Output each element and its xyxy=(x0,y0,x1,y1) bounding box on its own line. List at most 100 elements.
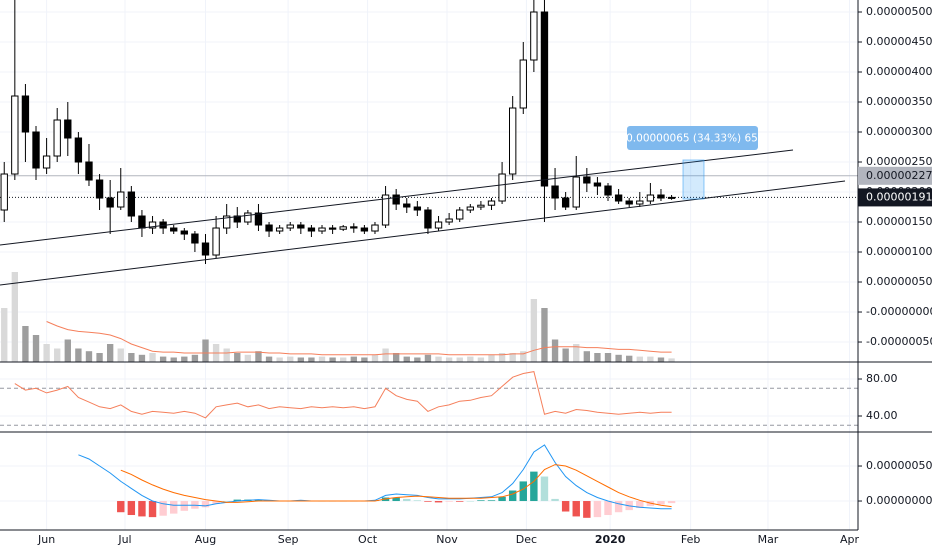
candle-body xyxy=(74,137,83,163)
x-tick-label: Oct xyxy=(358,533,378,546)
volume-bar xyxy=(647,356,654,362)
candle-body xyxy=(275,227,284,232)
candle-body xyxy=(551,185,559,199)
candle-body xyxy=(371,224,379,232)
candle-body xyxy=(434,221,443,229)
volume-bar xyxy=(85,351,93,362)
macd-histogram-bar xyxy=(572,501,580,517)
volume-bar xyxy=(657,357,665,362)
candle-body xyxy=(381,194,390,226)
signal-line xyxy=(120,464,672,508)
candle-body xyxy=(233,215,241,223)
volume-bar xyxy=(54,348,61,362)
volume-bar xyxy=(106,344,114,362)
macd-histogram-bar xyxy=(392,497,400,502)
y-tick-label: -0.00000000 xyxy=(866,305,932,318)
macd-histogram-bar xyxy=(551,498,559,502)
price-panel xyxy=(0,0,858,362)
candle-body xyxy=(498,173,506,202)
volume-bar xyxy=(11,272,19,362)
candle-body xyxy=(572,176,580,208)
candle-body xyxy=(201,242,210,256)
y-tick-label: 0.00000000 xyxy=(866,494,932,507)
volume-bar xyxy=(202,339,209,362)
volume-bar xyxy=(22,326,29,362)
macd-histogram-bar xyxy=(138,501,146,517)
measure-label: 0.00000065 (34.33%) 65 xyxy=(626,133,758,145)
volume-bar xyxy=(149,353,156,362)
candle-body xyxy=(339,226,347,230)
macd-histogram-bar xyxy=(540,476,549,502)
candle-body xyxy=(21,95,30,133)
volume-bar xyxy=(435,356,442,362)
x-tick-label: Jul xyxy=(117,533,131,546)
volume-bar xyxy=(615,354,622,362)
candle-body xyxy=(180,230,188,235)
candle-body xyxy=(318,227,326,232)
volume-bar xyxy=(32,335,40,362)
macd-histogram-bar xyxy=(148,501,157,518)
candle-body xyxy=(286,224,294,229)
x-tick-label: Sep xyxy=(278,533,299,546)
candle-body xyxy=(11,95,19,175)
candle-body xyxy=(403,203,411,208)
candle-body xyxy=(32,131,40,169)
volume-bar xyxy=(414,357,421,362)
macd-histogram-bar xyxy=(413,500,422,502)
volume-bar xyxy=(541,308,548,362)
volume-bar xyxy=(424,354,432,362)
macd-histogram-bar xyxy=(212,501,220,504)
volume-bar xyxy=(43,344,50,362)
x-tick-label: Mar xyxy=(758,533,779,546)
volume-bar xyxy=(191,354,199,362)
macd-histogram-bar xyxy=(222,501,231,502)
candle-body xyxy=(212,227,220,256)
y-tick-label: 0.00000350 xyxy=(866,95,932,108)
macd-histogram-bar xyxy=(233,499,241,502)
candle-body xyxy=(593,182,602,187)
macd-histogram-bar xyxy=(477,500,485,502)
price-label-box xyxy=(858,166,932,185)
trend-line xyxy=(0,149,794,246)
volume-bar xyxy=(382,348,389,362)
candle-body xyxy=(223,215,231,229)
candle-body xyxy=(138,215,146,229)
volume-bar xyxy=(562,348,569,362)
x-tick-label: Dec xyxy=(516,533,537,546)
volume-bar xyxy=(530,299,538,362)
candle-body xyxy=(307,227,316,232)
candle-body xyxy=(85,161,93,181)
candle-body xyxy=(148,221,157,229)
candle-body xyxy=(540,11,549,187)
volume-bar xyxy=(170,357,177,362)
candle-body xyxy=(487,200,496,206)
volume-bar xyxy=(1,308,8,362)
volume-bar xyxy=(244,354,252,362)
macd-histogram-bar xyxy=(519,481,527,502)
y-tick-label: 0.00000400 xyxy=(866,65,932,78)
candle-body xyxy=(106,197,114,208)
candle-body xyxy=(265,224,273,232)
candle-body xyxy=(360,227,369,232)
volume-bar xyxy=(583,351,591,362)
macd-histogram-bar xyxy=(117,501,125,513)
candle-body xyxy=(667,196,676,199)
y-tick-label: 0.00000050 xyxy=(866,459,932,472)
volume-bar xyxy=(668,358,675,362)
volume-bar xyxy=(318,356,326,362)
volume-bar xyxy=(636,356,643,362)
candle-body xyxy=(95,179,104,199)
axes: Jun Jul Aug Sep Oct Nov Dec 2020 Feb Mar Apr 0.0000… xyxy=(37,5,932,546)
volume-bar xyxy=(403,356,410,362)
x-tick-label: Apr xyxy=(840,533,860,546)
candle-body xyxy=(509,107,517,175)
volume-bar xyxy=(234,353,241,362)
y-tick-label: 0.00000250 xyxy=(866,155,932,168)
candle-body xyxy=(445,218,453,223)
candle-body xyxy=(583,176,591,184)
macd-histogram-bar xyxy=(403,498,411,502)
volume-bar xyxy=(181,356,188,362)
y-tick-label: 0.00000150 xyxy=(866,215,932,228)
